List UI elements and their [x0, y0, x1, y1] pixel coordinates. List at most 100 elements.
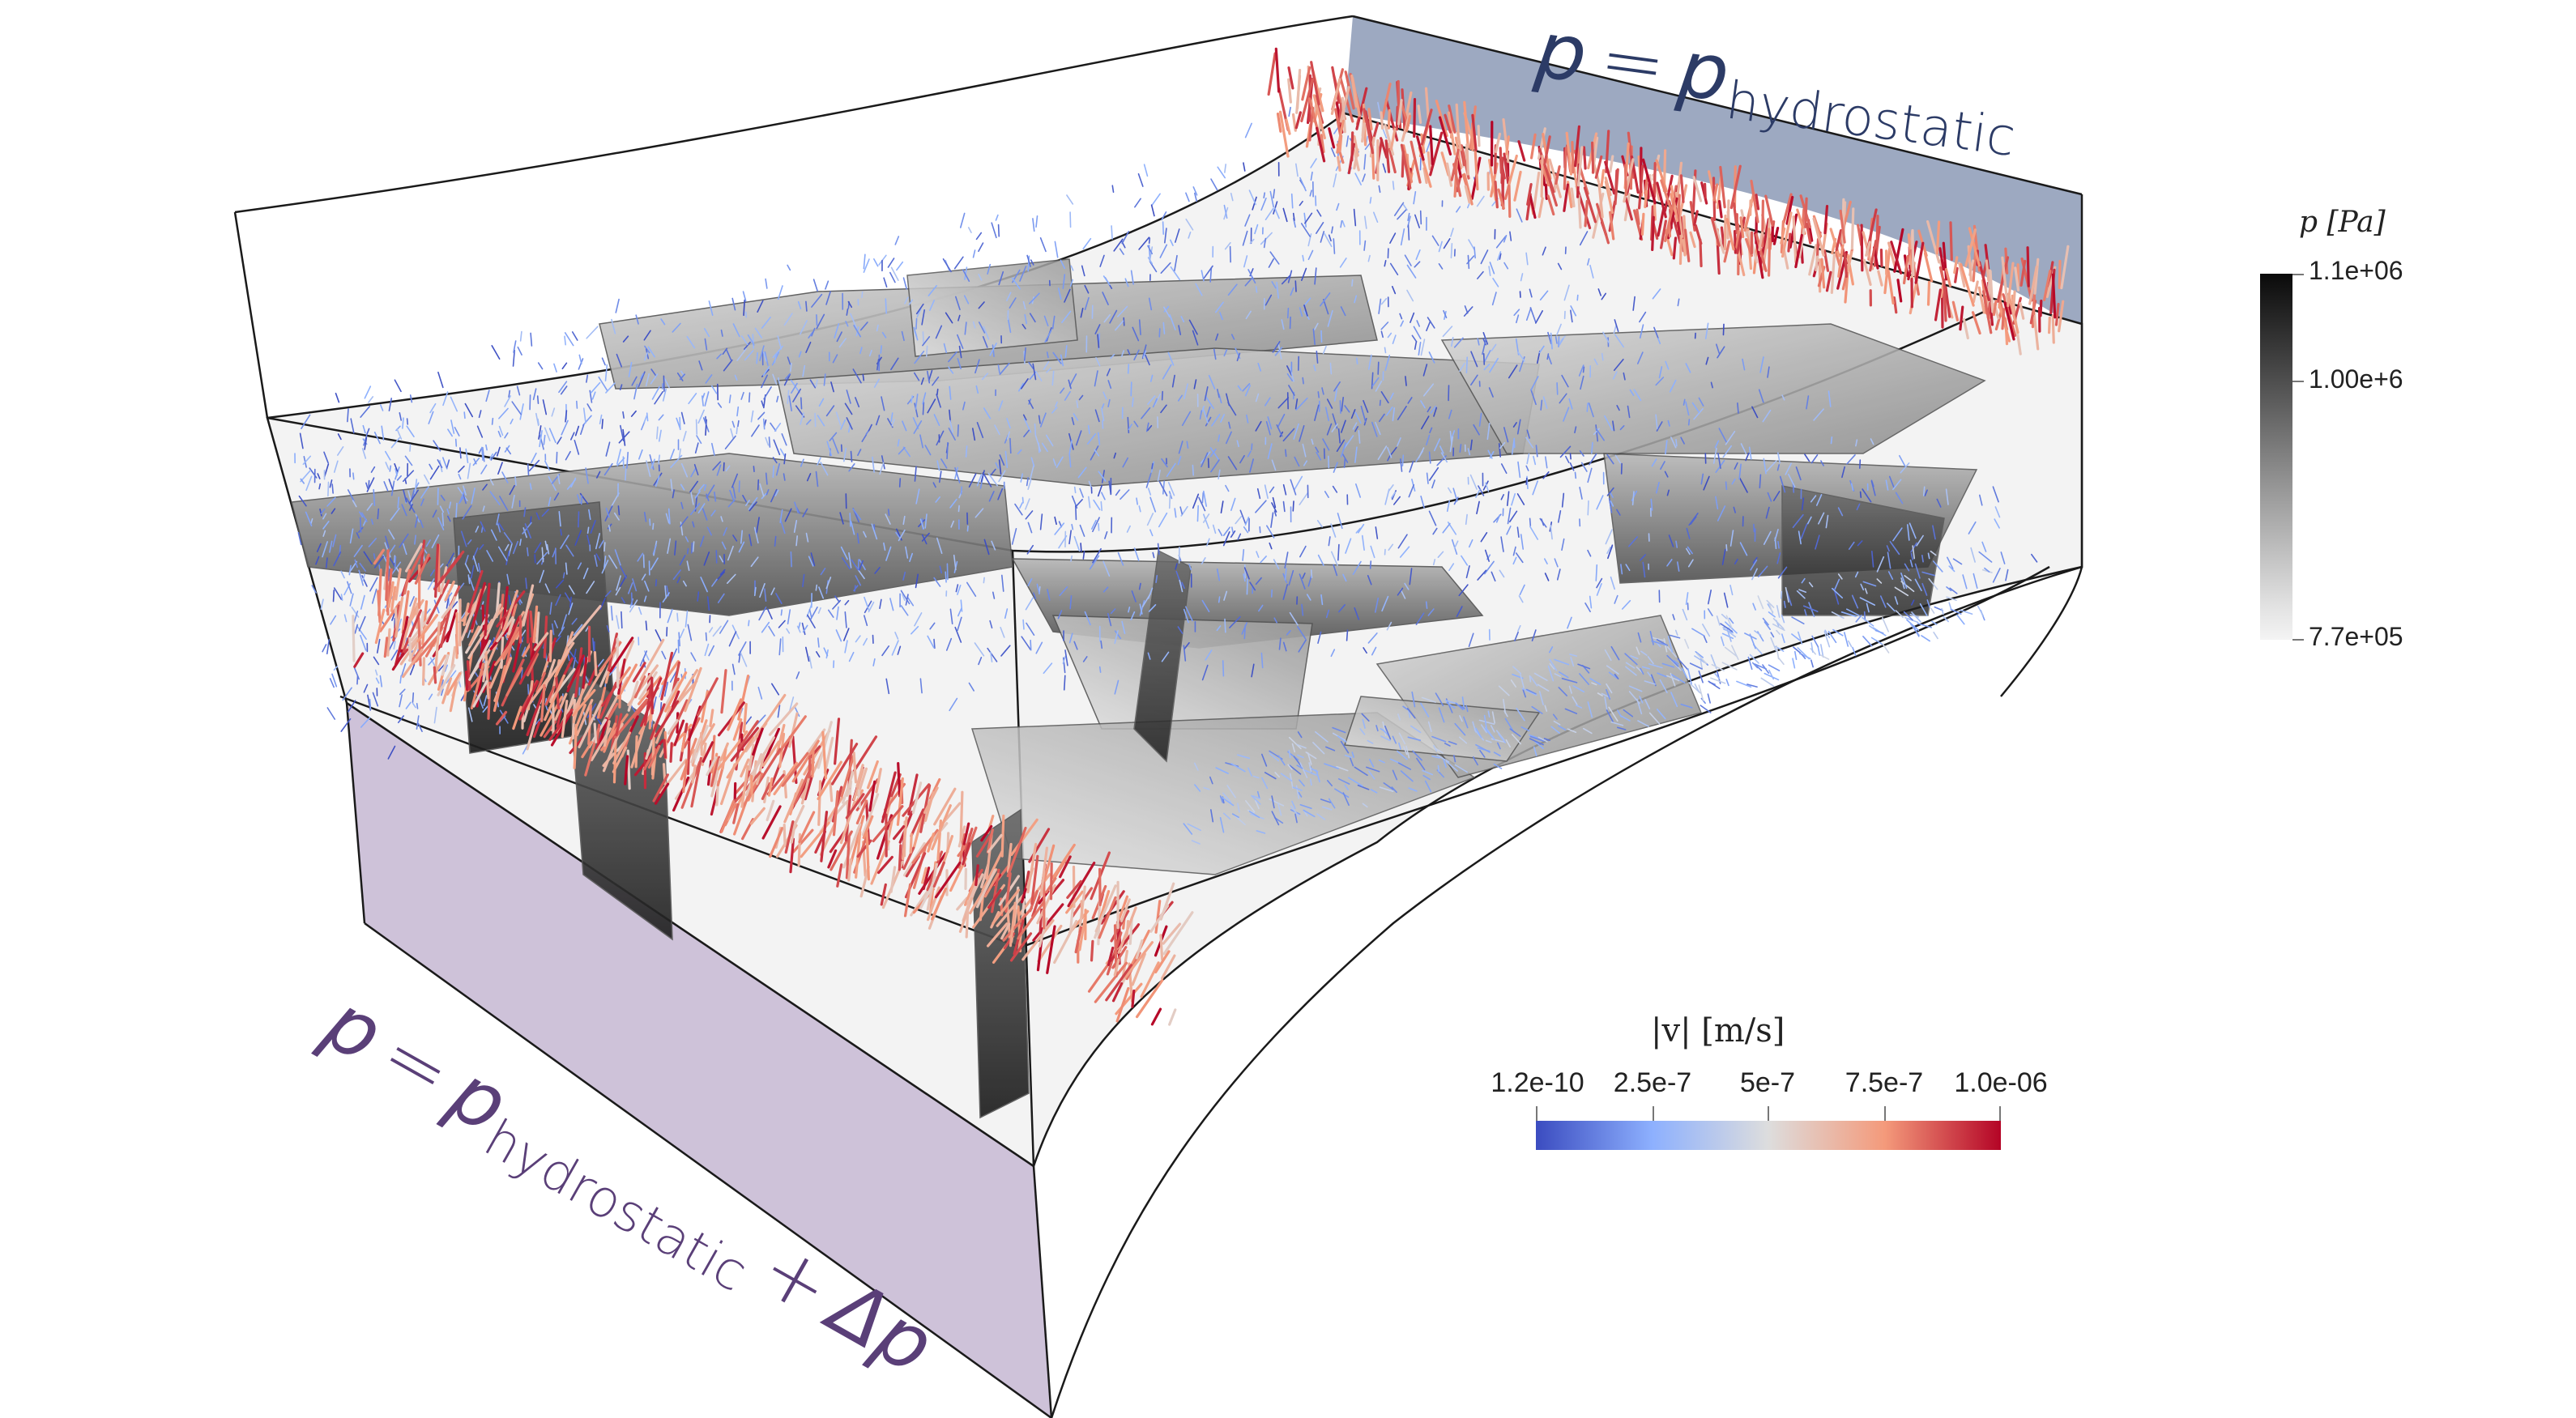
velocity-arrow: [650, 368, 657, 377]
velocity-arrow: [496, 513, 500, 526]
velocity-arrow: [622, 335, 629, 343]
velocity-arrow: [991, 222, 997, 239]
velocity-arrow: [1027, 577, 1033, 586]
velocity-arrow: [601, 357, 606, 366]
velocity-arrow: [619, 565, 627, 579]
velocity-arrow: [1660, 179, 1673, 211]
velocity-arrow: [1683, 228, 1691, 262]
velocity-arrow: [1484, 549, 1490, 562]
velocity-arrow: [650, 557, 659, 571]
velocity-arrow: [1563, 183, 1570, 212]
velocity-arrow: [1098, 889, 1111, 922]
velocity-arrow: [864, 596, 870, 611]
velocity-arrow: [471, 581, 487, 630]
velocity-arrow: [750, 556, 759, 568]
velocity-arrow: [1579, 450, 1584, 457]
velocity-arrow: [1722, 627, 1737, 638]
velocity-arrow: [1555, 165, 1561, 185]
velocity-arrow: [332, 589, 335, 603]
velocity-arrow: [1029, 464, 1034, 480]
velocity-arrow: [409, 444, 412, 452]
velocity-arrow: [1127, 349, 1131, 356]
velocity-arrow: [1273, 189, 1276, 199]
velocity-arrow: [814, 412, 817, 428]
velocity-arrow: [1513, 170, 1522, 202]
velocity-arrow: [949, 385, 952, 400]
velocity-arrow: [1401, 454, 1405, 466]
velocity-arrow: [1700, 473, 1704, 485]
velocity-arrow: [1648, 712, 1661, 725]
velocity-arrow: [1361, 122, 1367, 143]
velocity-arrow: [972, 428, 976, 441]
velocity-arrow: [956, 896, 969, 911]
velocity-arrow: [1659, 219, 1667, 249]
velocity-arrow: [1070, 555, 1073, 562]
velocity-arrow: [1428, 466, 1439, 481]
velocity-arrow: [386, 628, 391, 657]
velocity-arrow: [1805, 223, 1812, 245]
velocity-arrow: [997, 224, 1000, 237]
velocity-arrow: [1456, 606, 1463, 618]
velocity-arrow: [533, 632, 549, 651]
velocity-arrow: [1298, 791, 1303, 798]
velocity-arrow: [526, 547, 529, 556]
velocity-arrow: [1409, 460, 1414, 473]
velocity-arrow: [535, 611, 540, 645]
velocity-arrow: [885, 678, 890, 695]
velocity-arrow: [1192, 186, 1198, 196]
velocity-arrow: [541, 509, 549, 517]
velocity-arrow: [761, 621, 770, 633]
velocity-arrow: [758, 606, 767, 621]
velocity-arrow: [667, 719, 679, 735]
velocity-arrow: [347, 700, 356, 713]
velocity-arrow: [1781, 394, 1785, 401]
velocity-arrow: [1992, 486, 1999, 503]
velocity-arrow: [1776, 464, 1780, 471]
velocity-arrow: [1273, 617, 1278, 624]
velocity-arrow: [689, 480, 699, 493]
velocity-arrow: [297, 531, 302, 546]
velocity-arrow: [929, 300, 935, 312]
velocity-arrow: [1427, 406, 1431, 413]
velocity-arrow: [326, 639, 331, 655]
velocity-arrow: [512, 540, 519, 555]
velocity-arrow: [1820, 644, 1824, 658]
velocity-arrow: [1526, 453, 1530, 465]
velocity-arrow: [1696, 653, 1708, 664]
velocity-arrow: [1337, 735, 1347, 743]
velocity-arrow: [1131, 989, 1136, 1008]
velocity-arrow: [1320, 292, 1331, 307]
velocity-arrow: [1380, 297, 1388, 305]
velocity-arrow: [1051, 407, 1058, 414]
velocity-arrow: [846, 417, 853, 430]
velocity-arrow: [775, 462, 781, 476]
velocity-arrow: [1392, 285, 1397, 295]
velocity-arrow: [1604, 649, 1612, 662]
velocity-arrow: [1577, 663, 1591, 670]
velocity-arrow: [1430, 405, 1436, 414]
velocity-arrow: [1162, 480, 1165, 495]
velocity-arrow: [1625, 662, 1636, 669]
velocity-arrow: [1304, 769, 1317, 776]
velocity-arrow: [1052, 351, 1062, 364]
velocity-arrow: [1677, 658, 1689, 671]
velocity-arrow: [1277, 397, 1290, 409]
velocity-arrow: [783, 453, 787, 465]
velocity-arrow: [862, 815, 874, 840]
velocity-arrow: [923, 791, 935, 822]
velocity-arrow: [834, 718, 841, 765]
velocity-arrow: [1354, 766, 1368, 777]
velocity-arrow: [1978, 551, 1993, 563]
velocity-arrow: [934, 861, 962, 899]
velocity-arrow: [1418, 341, 1422, 356]
velocity-arrow: [1209, 776, 1213, 785]
velocity-arrow: [812, 279, 818, 292]
velocity-arrow: [414, 553, 430, 585]
velocity-arrow: [1487, 159, 1498, 202]
velocity-arrow: [865, 831, 870, 881]
velocity-arrow: [609, 637, 634, 673]
velocity-arrow: [1431, 235, 1439, 246]
velocity-arrow: [825, 291, 831, 305]
velocity-arrow: [1284, 551, 1289, 569]
velocity-arrow: [423, 474, 430, 485]
